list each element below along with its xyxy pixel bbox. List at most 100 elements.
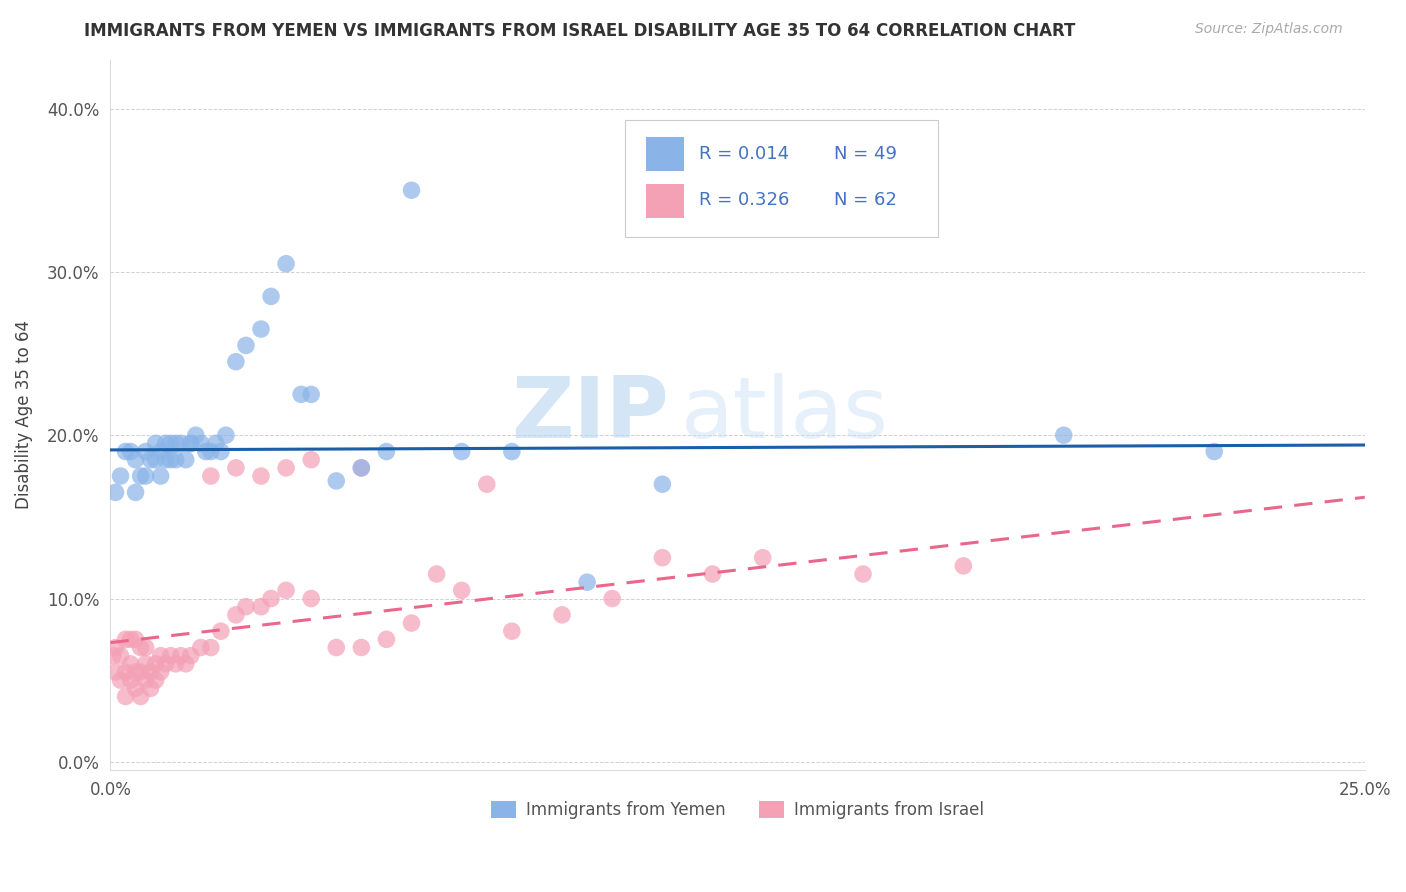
Point bbox=[290, 387, 312, 401]
Point bbox=[180, 436, 202, 450]
Point bbox=[110, 469, 132, 483]
Point bbox=[225, 461, 247, 475]
Point bbox=[501, 624, 523, 639]
Point bbox=[129, 640, 152, 655]
Point bbox=[110, 673, 132, 688]
Point bbox=[159, 452, 181, 467]
Point bbox=[751, 550, 773, 565]
Point bbox=[215, 428, 238, 442]
Point bbox=[165, 452, 187, 467]
Point bbox=[170, 436, 193, 450]
Point bbox=[702, 567, 724, 582]
Point bbox=[155, 657, 177, 671]
Legend: Immigrants from Yemen, Immigrants from Israel: Immigrants from Yemen, Immigrants from I… bbox=[485, 794, 991, 826]
Point bbox=[114, 632, 136, 647]
Point bbox=[450, 444, 472, 458]
Point bbox=[274, 461, 297, 475]
Point bbox=[124, 681, 146, 696]
Point bbox=[120, 673, 142, 688]
Point bbox=[501, 444, 523, 458]
Text: ZIP: ZIP bbox=[510, 373, 669, 457]
Point bbox=[135, 469, 157, 483]
Point bbox=[194, 444, 217, 458]
Point bbox=[450, 583, 472, 598]
Point bbox=[135, 640, 157, 655]
Bar bbox=[647, 184, 683, 218]
Point bbox=[299, 591, 322, 606]
Point bbox=[165, 657, 187, 671]
Point bbox=[114, 665, 136, 679]
Text: R = 0.326: R = 0.326 bbox=[699, 191, 789, 210]
Point bbox=[209, 624, 232, 639]
Point bbox=[174, 452, 197, 467]
Point bbox=[209, 444, 232, 458]
Point bbox=[101, 648, 124, 663]
Point bbox=[250, 322, 273, 336]
Text: R = 0.014: R = 0.014 bbox=[699, 145, 789, 163]
Point bbox=[1053, 428, 1076, 442]
Text: N = 49: N = 49 bbox=[834, 145, 897, 163]
Point bbox=[200, 469, 222, 483]
Point bbox=[200, 640, 222, 655]
Point bbox=[274, 583, 297, 598]
Y-axis label: Disability Age 35 to 64: Disability Age 35 to 64 bbox=[15, 320, 32, 509]
Point bbox=[149, 469, 172, 483]
Point bbox=[952, 558, 974, 573]
Point bbox=[114, 444, 136, 458]
Point bbox=[124, 632, 146, 647]
Text: IMMIGRANTS FROM YEMEN VS IMMIGRANTS FROM ISRAEL DISABILITY AGE 35 TO 64 CORRELAT: IMMIGRANTS FROM YEMEN VS IMMIGRANTS FROM… bbox=[84, 22, 1076, 40]
Point bbox=[205, 436, 228, 450]
Bar bbox=[647, 137, 683, 171]
Point bbox=[1204, 444, 1226, 458]
Point bbox=[120, 444, 142, 458]
Point bbox=[250, 599, 273, 614]
Point bbox=[129, 690, 152, 704]
Point bbox=[235, 338, 257, 352]
Point bbox=[170, 648, 193, 663]
Point bbox=[350, 640, 373, 655]
Point bbox=[104, 665, 127, 679]
Point bbox=[475, 477, 498, 491]
Point bbox=[225, 355, 247, 369]
Point bbox=[129, 665, 152, 679]
Point bbox=[426, 567, 449, 582]
FancyBboxPatch shape bbox=[624, 120, 938, 237]
Point bbox=[200, 444, 222, 458]
Point bbox=[135, 673, 157, 688]
Point bbox=[139, 452, 162, 467]
Point bbox=[190, 436, 212, 450]
Point bbox=[852, 567, 875, 582]
Point bbox=[274, 257, 297, 271]
Point bbox=[600, 591, 623, 606]
Point bbox=[155, 436, 177, 450]
Point bbox=[145, 436, 167, 450]
Point bbox=[104, 640, 127, 655]
Point bbox=[124, 485, 146, 500]
Point bbox=[350, 461, 373, 475]
Point bbox=[104, 485, 127, 500]
Point bbox=[159, 436, 181, 450]
Text: Source: ZipAtlas.com: Source: ZipAtlas.com bbox=[1195, 22, 1343, 37]
Point bbox=[124, 665, 146, 679]
Point bbox=[129, 469, 152, 483]
Point bbox=[401, 183, 423, 197]
Point bbox=[120, 632, 142, 647]
Point bbox=[159, 648, 181, 663]
Point bbox=[235, 599, 257, 614]
Point bbox=[325, 640, 347, 655]
Point bbox=[401, 615, 423, 630]
Text: N = 62: N = 62 bbox=[834, 191, 897, 210]
Point bbox=[174, 657, 197, 671]
Point bbox=[184, 428, 207, 442]
Point bbox=[155, 452, 177, 467]
Text: atlas: atlas bbox=[681, 373, 889, 457]
Point bbox=[651, 550, 673, 565]
Point bbox=[576, 575, 599, 590]
Point bbox=[135, 657, 157, 671]
Point bbox=[180, 436, 202, 450]
Point bbox=[145, 673, 167, 688]
Point bbox=[225, 607, 247, 622]
Point bbox=[110, 648, 132, 663]
Point bbox=[325, 474, 347, 488]
Point bbox=[149, 648, 172, 663]
